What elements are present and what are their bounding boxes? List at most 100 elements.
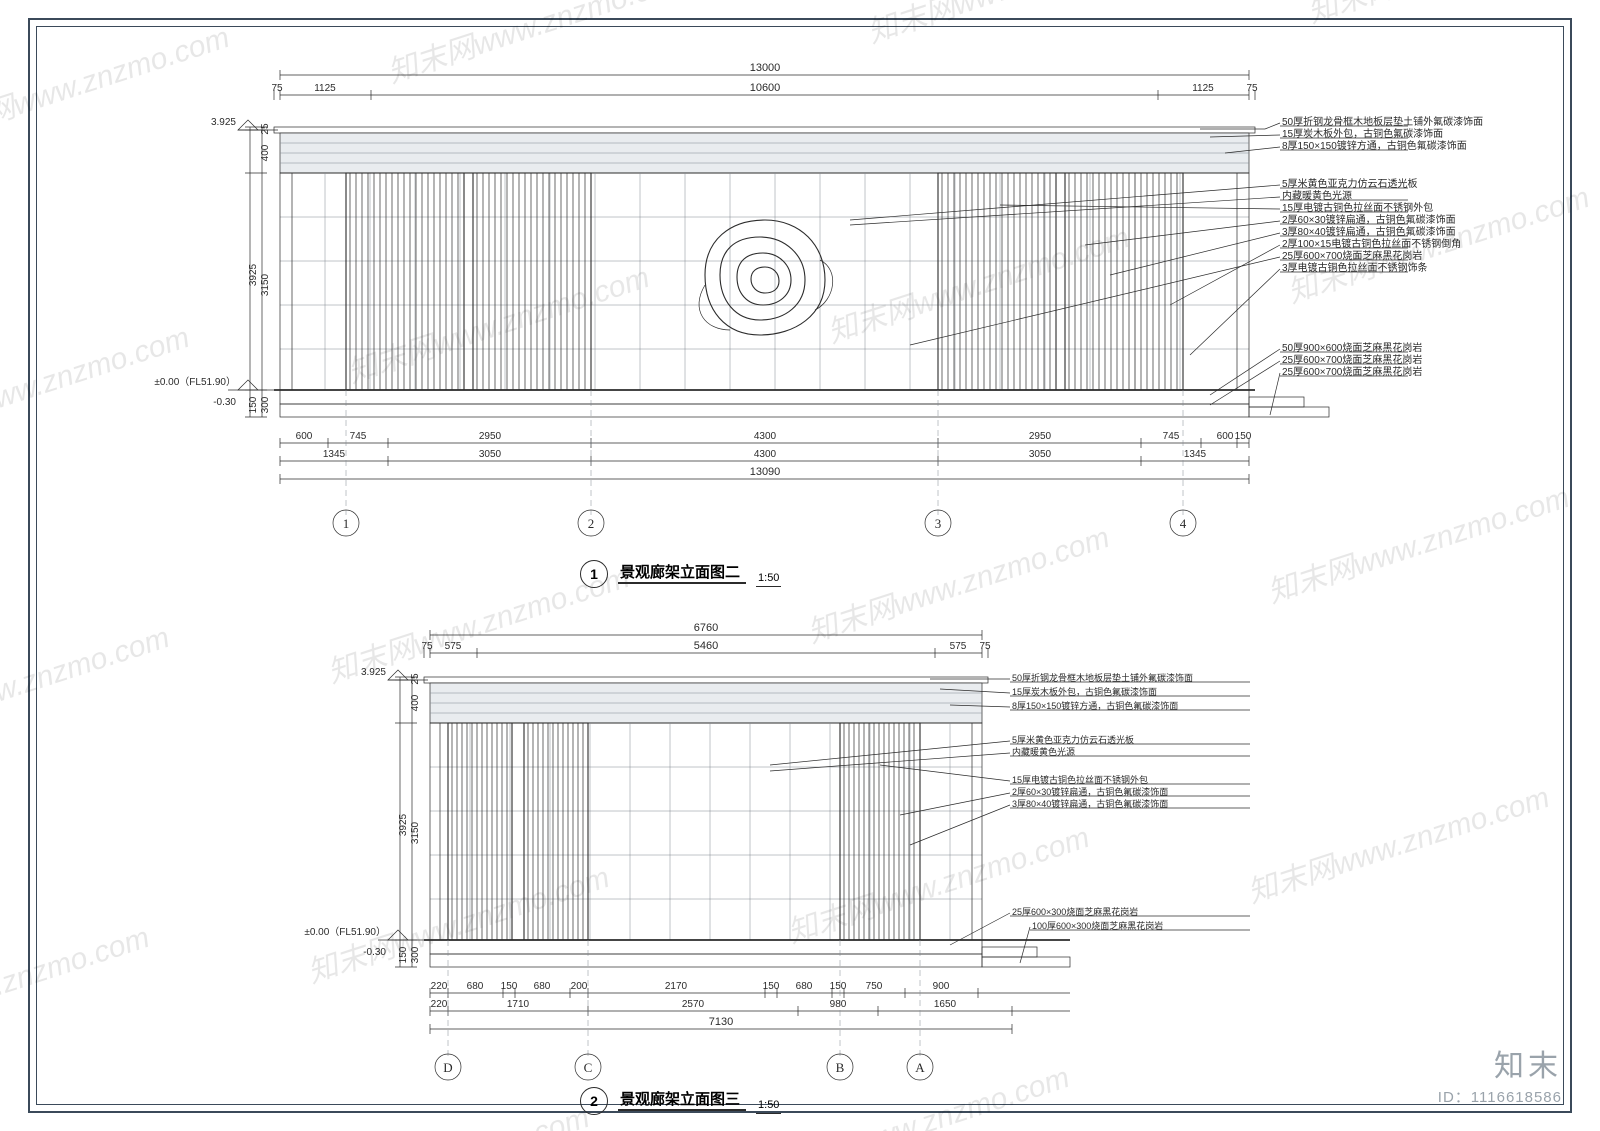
dim: 6760 xyxy=(694,622,718,634)
dim: 1710 xyxy=(507,999,530,1010)
dim: 150 xyxy=(830,981,847,992)
title-number: 1 xyxy=(580,560,608,588)
dim-top-overall: 13000 xyxy=(750,62,781,74)
dim: 2950 xyxy=(479,431,502,442)
dim: 680 xyxy=(467,981,484,992)
vdim: 150 xyxy=(398,946,409,963)
note: 15厚电镀古铜色拉丝面不锈钢外包 xyxy=(1012,774,1148,785)
axis-bubbles-1: 1 2 3 4 xyxy=(333,510,1196,536)
level-zero: ±0.00（FL51.90） xyxy=(154,376,236,388)
level-top: 3.925 xyxy=(211,117,236,128)
note: 15厚炭木板外包，古铜色氟碳漆饰面 xyxy=(1012,686,1157,697)
dim: 3050 xyxy=(1029,449,1052,460)
dim: 10600 xyxy=(750,82,781,94)
level-below: -0.30 xyxy=(213,397,236,408)
annotation-list-2: 50厚折钢龙骨框木地板层垫土铺外氟碳漆饰面 15厚炭木板外包，古铜色氟碳漆饰面 … xyxy=(1012,672,1193,931)
dim: 4300 xyxy=(754,431,777,442)
vdim: 25 xyxy=(260,123,271,135)
rose-icon xyxy=(699,220,833,335)
dim: 745 xyxy=(1163,431,1180,442)
level-below: -0.30 xyxy=(363,947,386,958)
vdim: 150 xyxy=(248,396,259,413)
dim: 220 xyxy=(431,981,448,992)
dim: 150 xyxy=(1235,431,1252,442)
axis: C xyxy=(584,1060,593,1075)
vdim: 3150 xyxy=(410,821,421,844)
dim: 75 xyxy=(1246,83,1258,94)
note: 2厚60×30镀锌扁通，古铜色氟碳漆饰面 xyxy=(1012,786,1168,797)
dim: 2170 xyxy=(665,981,688,992)
dim: 75 xyxy=(271,83,283,94)
title-scale: 1:50 xyxy=(756,1100,781,1114)
title-1: 1 景观廊架立面图二 1:50 xyxy=(580,560,781,588)
axis: A xyxy=(915,1060,925,1075)
title-scale: 1:50 xyxy=(756,573,781,587)
dim: 575 xyxy=(950,641,967,652)
dim: 600 xyxy=(296,431,313,442)
vdim: 3925 xyxy=(398,813,409,836)
dim: 680 xyxy=(796,981,813,992)
axis: 1 xyxy=(343,516,350,531)
title-2: 2 景观廊架立面图三 1:50 xyxy=(580,1087,781,1115)
note: 100厚600×300烧面芝麻黑花岗岩 xyxy=(1032,920,1163,931)
note: 内藏暖黄色光源 xyxy=(1012,746,1075,757)
axis: 2 xyxy=(588,516,595,531)
dim: 980 xyxy=(830,999,847,1010)
vdim: 400 xyxy=(260,144,271,161)
note: 8厚150×150镀锌方通，古铜色氟碳漆饰面 xyxy=(1012,700,1178,711)
dim: 150 xyxy=(501,981,518,992)
axis: D xyxy=(443,1060,452,1075)
brand-name: 知末 xyxy=(1438,1052,1562,1082)
elevation-2: 6760 75 575 5460 575 75 3.925 ±0.00（FL51… xyxy=(310,615,1260,1085)
dim: 200 xyxy=(571,981,588,992)
dim: 2570 xyxy=(682,999,705,1010)
note: 5厚米黄色亚克力仿云石透光板 xyxy=(1012,734,1134,745)
level-zero: ±0.00（FL51.90） xyxy=(304,926,386,938)
dim: 75 xyxy=(421,641,433,652)
dim: 1345 xyxy=(323,449,346,460)
dim: 220 xyxy=(431,999,448,1010)
note: 50厚折钢龙骨框木地板层垫土铺外氟碳漆饰面 xyxy=(1012,672,1193,683)
axis-bubbles-2: D C B A xyxy=(435,1054,933,1080)
brand-block: 知末 ID：1116618586 xyxy=(1438,1052,1562,1107)
title-text: 景观廊架立面图三 xyxy=(618,1092,746,1111)
dim: 2950 xyxy=(1029,431,1052,442)
note: 25厚600×300烧面芝麻黑花岗岩 xyxy=(1012,906,1138,917)
dim: 5460 xyxy=(694,640,718,652)
vdim: 3150 xyxy=(260,273,271,296)
level-top: 3.925 xyxy=(361,667,386,678)
dim: 1125 xyxy=(314,83,336,94)
note: 3厚80×40镀锌扁通，古铜色氟碳漆饰面 xyxy=(1012,798,1168,809)
brand-id: ID：1116618586 xyxy=(1438,1086,1562,1107)
dim: 7130 xyxy=(709,1016,733,1028)
elevation-1: 13000 75 1125 10600 1125 75 3.925 ±0.00（… xyxy=(150,45,1410,545)
panel-left xyxy=(346,173,591,390)
vdim: 400 xyxy=(410,694,421,711)
dim: 750 xyxy=(866,981,883,992)
panel-left-2 xyxy=(448,723,588,940)
panel-right-2 xyxy=(840,723,920,940)
dim: 75 xyxy=(979,641,991,652)
vdim: 25 xyxy=(410,673,421,685)
page-root: 知末网www.znzmo.com 知末网www.znzmo.com 知末网www… xyxy=(0,0,1600,1131)
dim: 1345 xyxy=(1184,449,1207,460)
axis: 3 xyxy=(935,516,942,531)
axis: 4 xyxy=(1180,516,1187,531)
vdim: 3925 xyxy=(248,263,259,286)
dim: 1650 xyxy=(934,999,957,1010)
dim: 600 xyxy=(1217,431,1234,442)
dim: 680 xyxy=(534,981,551,992)
dim: 745 xyxy=(350,431,367,442)
vdim: 300 xyxy=(410,946,421,963)
dim: 4300 xyxy=(754,449,777,460)
dim: 150 xyxy=(763,981,780,992)
vdim: 300 xyxy=(260,396,271,413)
axis: B xyxy=(836,1060,845,1075)
dim: 3050 xyxy=(479,449,502,460)
dim: 575 xyxy=(445,641,462,652)
title-text: 景观廊架立面图二 xyxy=(618,565,746,584)
dim: 900 xyxy=(933,981,950,992)
dim: 13090 xyxy=(750,466,781,478)
dim: 1125 xyxy=(1192,83,1214,94)
title-number: 2 xyxy=(580,1087,608,1115)
